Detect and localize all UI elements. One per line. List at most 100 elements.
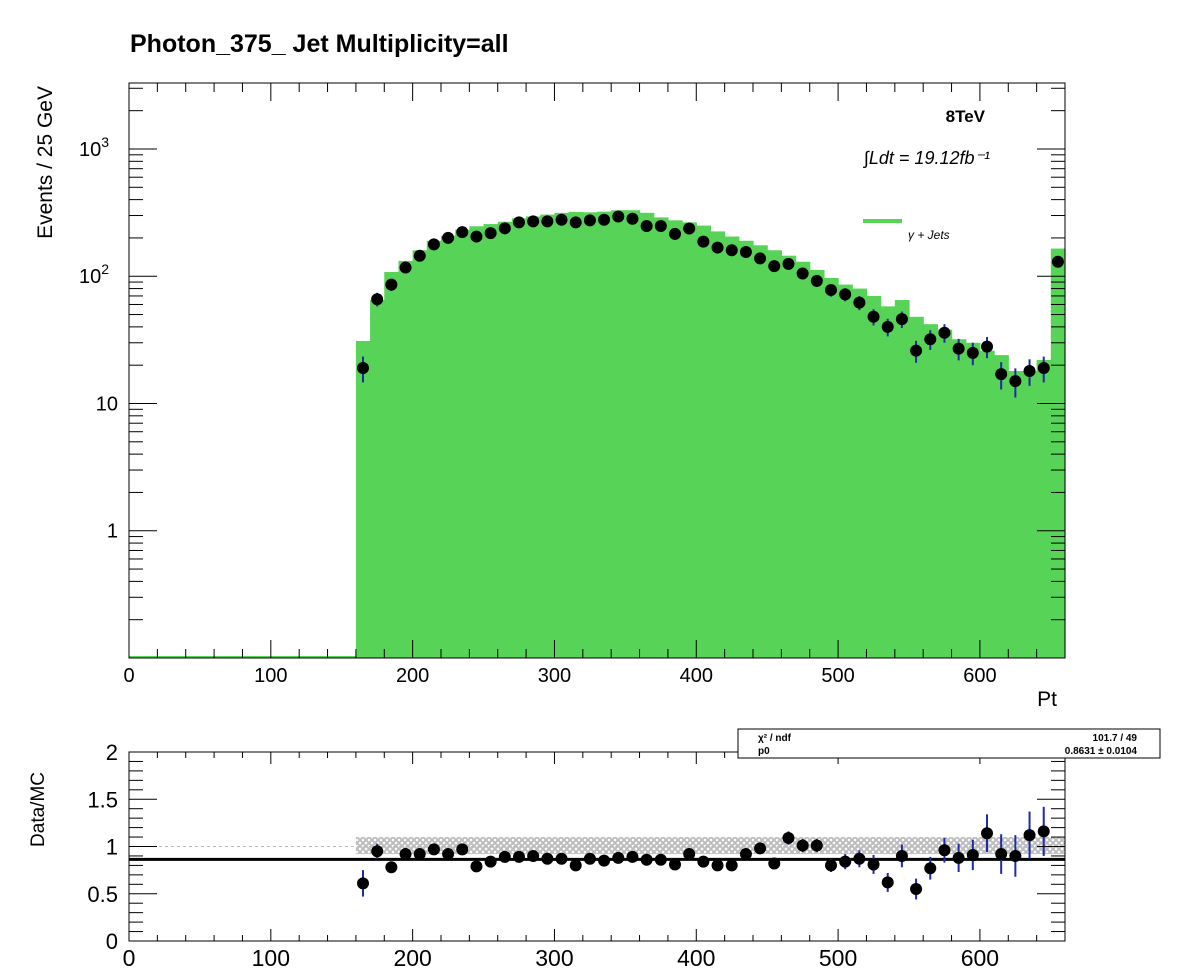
ratio-point xyxy=(895,849,908,862)
ratio-point xyxy=(612,851,625,864)
ratio-point xyxy=(995,848,1008,861)
mc-bar xyxy=(979,350,995,658)
mc-bar xyxy=(951,339,967,658)
ratio-point xyxy=(442,848,455,861)
ratio-point xyxy=(357,877,369,890)
data-point xyxy=(569,216,582,229)
ratio-x-tick-label: 300 xyxy=(535,945,573,971)
mc-bar xyxy=(469,226,485,659)
mc-bar xyxy=(852,288,868,658)
mc-bar xyxy=(1036,359,1052,658)
mc-bar xyxy=(1008,371,1024,658)
mc-bar xyxy=(696,225,712,658)
mc-bar xyxy=(682,222,697,658)
mc-bar xyxy=(795,261,811,658)
mc-bar xyxy=(568,211,584,659)
data-point xyxy=(995,368,1008,381)
ratio-point xyxy=(626,850,639,863)
data-point xyxy=(895,313,908,326)
ratio-point xyxy=(527,849,540,862)
data-point xyxy=(513,216,525,229)
main-plot-axes: 0 100 200 300 400 500 600 1 10 102 103 xyxy=(79,83,1066,687)
mc-bar xyxy=(937,329,953,658)
ratio-point xyxy=(981,827,993,840)
mc-bar xyxy=(639,212,655,658)
data-point xyxy=(1009,375,1022,388)
ratio-y-axis-label: Data/MC xyxy=(28,772,49,847)
y-tick-label: 103 xyxy=(79,134,109,161)
data-point xyxy=(399,261,412,274)
mc-bar xyxy=(526,216,541,658)
ratio-points xyxy=(357,806,1050,900)
ratio-point xyxy=(484,855,497,868)
ratio-point xyxy=(541,852,554,865)
ratio-point xyxy=(768,857,781,870)
mc-bar xyxy=(426,240,442,658)
ratio-point xyxy=(910,883,923,896)
x-tick-label: 100 xyxy=(254,665,287,687)
mc-bar xyxy=(809,269,825,658)
ratio-point xyxy=(754,842,767,855)
mc-bar xyxy=(384,271,400,658)
mc-bar xyxy=(355,340,371,658)
data-point xyxy=(484,227,497,240)
ratio-point xyxy=(725,859,738,872)
mc-bar xyxy=(923,324,938,658)
mc-bar xyxy=(611,210,626,659)
ratio-point xyxy=(371,845,384,858)
ratio-point xyxy=(839,855,852,868)
mc-bar xyxy=(823,277,839,658)
ratio-point xyxy=(1023,829,1036,842)
mc-bar xyxy=(398,260,414,658)
ratio-point xyxy=(825,859,837,872)
mc-bar xyxy=(370,300,385,658)
p0-label: p0 xyxy=(758,746,770,757)
data-point xyxy=(598,213,611,226)
mc-bar xyxy=(497,221,513,658)
data-point xyxy=(796,267,809,280)
mc-bar xyxy=(738,240,754,658)
ratio-point xyxy=(427,843,440,856)
data-point xyxy=(924,333,937,346)
p0-value: 0.8631 ± 0.0104 xyxy=(1065,746,1138,757)
data-point xyxy=(981,340,993,353)
y-tick-label: 1 xyxy=(107,521,118,543)
y-tick-label: 10 xyxy=(96,393,118,415)
chi2-value: 101.7 / 49 xyxy=(1093,733,1138,744)
chi2-label: χ² / ndf xyxy=(758,733,792,744)
data-point xyxy=(910,344,923,357)
ratio-point xyxy=(810,839,823,852)
data-point xyxy=(768,260,781,273)
x-tick-label: 200 xyxy=(396,665,429,687)
uncertainty-hatch xyxy=(355,837,1066,855)
mc-bar xyxy=(582,212,598,659)
mc-bar xyxy=(1050,248,1066,658)
ratio-point xyxy=(413,848,426,861)
fit-stats-frame xyxy=(737,728,1161,759)
mc-bar xyxy=(710,231,726,659)
ratio-point xyxy=(555,852,568,865)
ratio-point xyxy=(711,859,724,872)
mc-bar xyxy=(540,214,556,658)
data-point xyxy=(966,346,979,359)
x-axis-label: Pt xyxy=(1037,688,1057,711)
ratio-point xyxy=(938,844,951,857)
ratio-point xyxy=(583,852,596,865)
y-axis-label: Events / 25 GeV xyxy=(34,86,57,239)
data-point xyxy=(612,210,625,223)
x-tick-label: 400 xyxy=(680,665,713,687)
data-point xyxy=(385,278,398,291)
mc-histogram xyxy=(129,210,1066,659)
ratio-point xyxy=(796,839,809,852)
ratio-point xyxy=(569,859,582,872)
data-point xyxy=(867,310,880,323)
data-point xyxy=(683,222,696,235)
x-tick-label: 600 xyxy=(963,665,996,687)
mc-bar xyxy=(554,212,570,658)
ratio-point xyxy=(782,831,795,844)
data-point xyxy=(881,320,894,333)
data-point xyxy=(498,222,511,235)
ratio-point xyxy=(513,850,525,863)
data-point xyxy=(1037,362,1050,375)
ratio-x-tick-label: 0 xyxy=(123,945,136,971)
